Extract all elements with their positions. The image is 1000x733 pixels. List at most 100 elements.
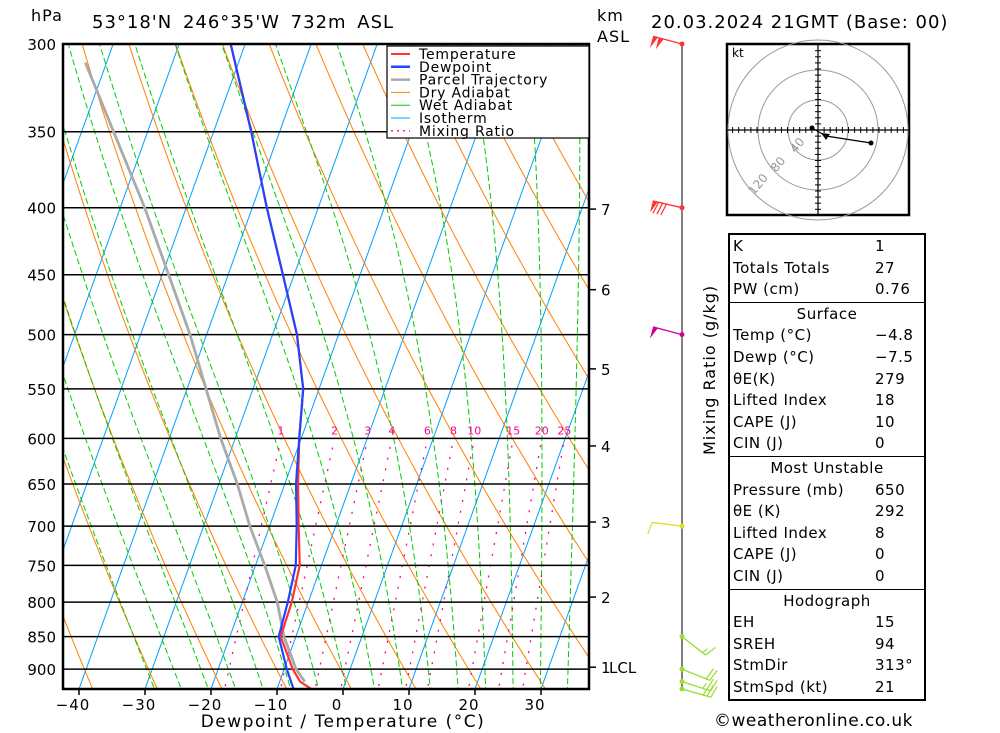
dry-adiabat-line <box>63 455 158 689</box>
dewpoint-line <box>229 44 305 689</box>
legend-label: Mixing Ratio <box>419 124 515 140</box>
km-tick-label: 3 <box>601 514 611 532</box>
section-title: Surface <box>796 304 858 323</box>
wind-barb-staff <box>681 680 711 692</box>
wind-barb-pennant <box>650 200 658 213</box>
dry-adiabat-line <box>315 44 589 564</box>
hodograph-point <box>868 140 874 146</box>
isotherm-line <box>408 187 589 689</box>
index-row: Lifted Index 8 <box>730 523 924 545</box>
wet-adiabat-line <box>566 44 581 689</box>
isotherm-line <box>78 44 312 689</box>
index-label: Pressure (mb) <box>733 480 845 499</box>
km-tick-label: 4 <box>601 438 611 456</box>
index-label: PW (cm) <box>733 280 800 299</box>
index-value: 313° <box>875 656 914 675</box>
pressure-tick-label: 400 <box>27 200 56 218</box>
wind-barb-full <box>709 669 718 681</box>
wind-barb-point <box>679 332 685 338</box>
wet-adiabat-line <box>274 44 431 689</box>
index-row: θE(K) 279 <box>730 369 924 391</box>
wind-barb-full <box>705 668 714 680</box>
index-value: 18 <box>875 391 896 410</box>
index-label: K <box>733 237 744 255</box>
wind-barb-full <box>647 522 653 535</box>
index-row: Pressure (mb) 650 <box>730 480 924 502</box>
wind-barb-staff <box>652 35 683 45</box>
index-row: CAPE (J) 0 <box>730 544 924 566</box>
pressure-unit: hPa <box>31 6 63 25</box>
wind-barb-point <box>679 686 685 692</box>
hodograph-point <box>809 125 815 131</box>
index-row: PW (cm) 0.76 <box>730 279 924 301</box>
mixing-ratio-line <box>521 438 566 689</box>
dry-adiabat-line <box>63 614 94 689</box>
index-label: θE (K) <box>733 502 781 521</box>
wind-barb-full <box>652 202 660 214</box>
legend-label: Isotherm <box>419 111 488 127</box>
legend-label: Parcel Trajectory <box>419 73 548 89</box>
hodograph-storm-arrow <box>821 133 830 140</box>
index-value: −7.5 <box>875 347 914 366</box>
dry-adiabat-line <box>63 297 223 689</box>
pressure-tick-label: 650 <box>27 476 56 494</box>
index-label: Lifted Index <box>733 523 828 542</box>
index-row: EH 15 <box>730 612 924 634</box>
index-value: 10 <box>875 412 896 431</box>
wind-barb-point <box>679 666 685 672</box>
index-value: 21 <box>875 677 896 696</box>
index-value: 292 <box>875 502 906 521</box>
index-label: SREH <box>733 634 776 653</box>
wind-barb-full <box>706 685 714 697</box>
dry-adiabat-line <box>455 44 589 291</box>
wind-barb-full <box>710 686 718 698</box>
wet-adiabat-line <box>336 44 459 689</box>
wind-barb-full <box>706 678 714 690</box>
temperature-tick-label: −30 <box>122 696 157 714</box>
mixing-ratio-line <box>404 438 455 689</box>
isotherm-line <box>540 554 589 689</box>
index-label: θE(K) <box>733 369 776 388</box>
km-tick-label: 7 <box>601 201 611 219</box>
index-value: 650 <box>875 480 906 499</box>
pressure-tick-label: 600 <box>27 430 56 448</box>
wind-barb-point <box>679 205 685 211</box>
hodograph-section: Hodograph EH 15 SREH 94 StmDir 313° StmSpd … <box>730 588 924 700</box>
wind-barb-staff <box>652 326 683 336</box>
mixing-ratio-line <box>467 438 514 689</box>
index-value: 8 <box>875 523 886 542</box>
pressure-tick-label: 750 <box>27 557 56 575</box>
mixing-ratio-line <box>497 438 543 689</box>
wet-adiabat-line <box>527 44 543 689</box>
wind-barb-pennant <box>649 36 658 48</box>
location-title: 53°18'N 246°35'W 732m ASL <box>92 12 395 33</box>
mixing-ratio-line <box>340 438 393 689</box>
mixing-ratio-label: 4 <box>388 424 395 437</box>
parcel-trajectory-line <box>84 62 306 683</box>
wind-barb-full <box>656 202 664 215</box>
index-value: 1 <box>875 237 886 255</box>
wet-adiabat-line <box>99 44 320 689</box>
wind-barb-point <box>679 634 685 640</box>
temperature-tick-label: 30 <box>524 696 545 714</box>
dry-adiabat-line <box>221 44 547 689</box>
isotherm-line <box>63 44 246 552</box>
index-label: EH <box>733 613 755 632</box>
index-row: StmDir 313° <box>730 655 924 677</box>
index-value: 279 <box>875 369 906 388</box>
index-label: Dewp (°C) <box>733 347 815 366</box>
isotherm-line <box>63 44 114 185</box>
pressure-tick-label: 700 <box>27 518 56 536</box>
copyright-link[interactable]: ©weatheronline.co.uk <box>714 711 914 731</box>
pressure-tick-label: 300 <box>27 36 56 54</box>
mixing-ratio-label: 25 <box>557 424 571 437</box>
index-value: 94 <box>875 634 896 653</box>
index-value: 15 <box>875 613 896 632</box>
wet-adiabat-line <box>63 447 156 689</box>
dry-adiabat-line <box>408 44 589 380</box>
wind-barb-full <box>705 646 716 656</box>
legend-label: Dewpoint <box>419 60 492 76</box>
wet-adiabat-line <box>221 44 403 689</box>
